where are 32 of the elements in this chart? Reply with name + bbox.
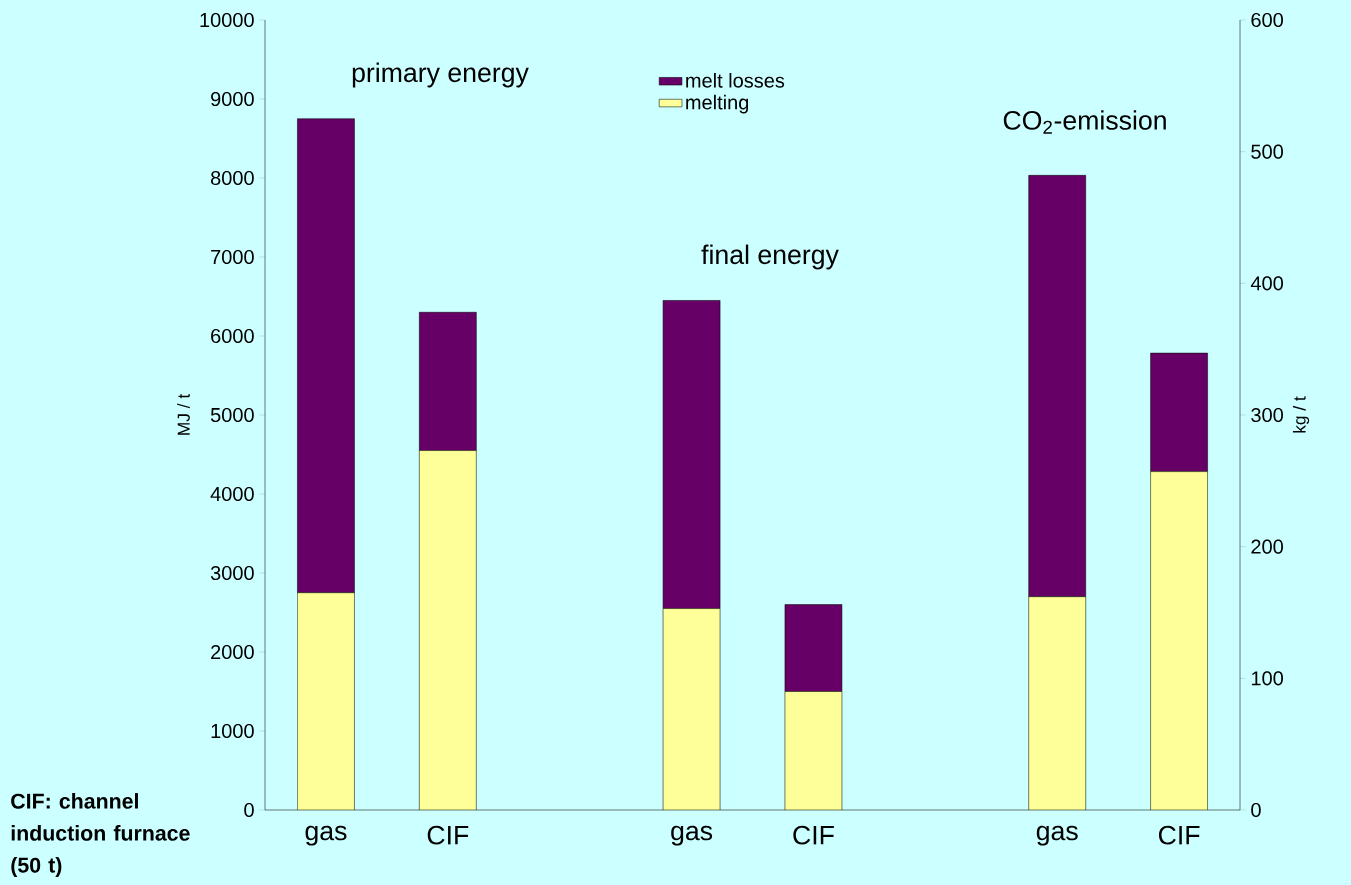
y2-tick-label: 500 bbox=[1251, 144, 1283, 159]
y2-tick-label: 300 bbox=[1251, 407, 1283, 423]
y-tick-label: 1000 bbox=[211, 723, 254, 739]
y-axis-title: MJ / t bbox=[177, 393, 190, 435]
text: CIF: channel induction furnace (50 t) bbox=[11, 793, 190, 877]
x-tick-label: CIF bbox=[1158, 825, 1200, 845]
y-tick-label: 7000 bbox=[211, 249, 254, 265]
y-tick-label: 9000 bbox=[211, 91, 254, 107]
y2-tick-label: 600 bbox=[1251, 12, 1283, 28]
y2-axis-title: kg / t bbox=[1292, 396, 1310, 433]
x-tick-label: CIF bbox=[793, 825, 834, 845]
y-tick-label: 3000 bbox=[210, 565, 254, 581]
y-tick-label: 2000 bbox=[211, 644, 254, 660]
x-tick-label: gas bbox=[1036, 825, 1078, 846]
annotation: primary energy bbox=[352, 62, 529, 88]
y-tick-label: 0 bbox=[244, 802, 254, 818]
y-tick-label: 10000 bbox=[200, 12, 254, 28]
y-tick-label: 5000 bbox=[210, 407, 254, 423]
y2-tick-label: 200 bbox=[1251, 539, 1283, 554]
y-tick-label: 6000 bbox=[211, 328, 254, 344]
legend-label: melting bbox=[686, 94, 749, 114]
annotation: CO$_{2}$-emission bbox=[1003, 110, 1166, 134]
x-tick-label: gas bbox=[305, 825, 347, 846]
y2-tick-label: 400 bbox=[1250, 276, 1283, 291]
x-tick-label: gas bbox=[671, 825, 713, 846]
annotation: final energy bbox=[701, 244, 839, 270]
y2-tick-label: 0 bbox=[1251, 802, 1261, 818]
y2-tick-label: 100 bbox=[1251, 671, 1283, 686]
x-tick-label: CIF bbox=[427, 825, 469, 845]
legend-label: melt losses bbox=[686, 72, 785, 88]
y-tick-label: 8000 bbox=[210, 170, 254, 186]
y-tick-label: 4000 bbox=[210, 486, 254, 502]
